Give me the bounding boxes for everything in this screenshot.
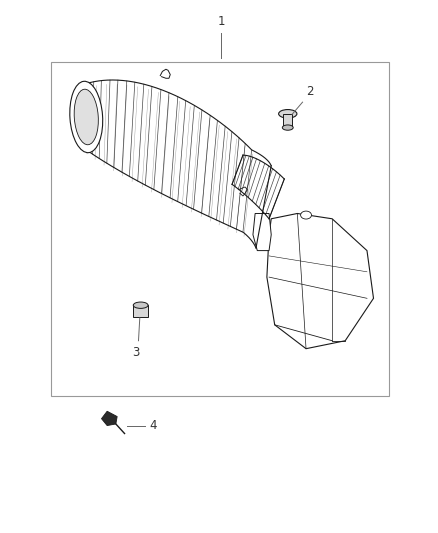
Text: 3: 3 xyxy=(133,346,140,359)
Ellipse shape xyxy=(279,110,297,118)
Ellipse shape xyxy=(70,81,103,152)
Polygon shape xyxy=(86,80,271,248)
Bar xyxy=(51,62,389,397)
Text: 1: 1 xyxy=(217,15,225,28)
Bar xyxy=(283,114,292,127)
Polygon shape xyxy=(232,155,284,219)
Ellipse shape xyxy=(133,302,148,309)
Ellipse shape xyxy=(74,89,99,145)
Ellipse shape xyxy=(283,125,293,130)
Polygon shape xyxy=(102,411,117,425)
Bar xyxy=(133,305,148,317)
Ellipse shape xyxy=(300,211,311,219)
Polygon shape xyxy=(253,214,271,251)
Polygon shape xyxy=(267,214,374,349)
Text: 4: 4 xyxy=(149,419,157,432)
Text: 2: 2 xyxy=(306,85,314,98)
